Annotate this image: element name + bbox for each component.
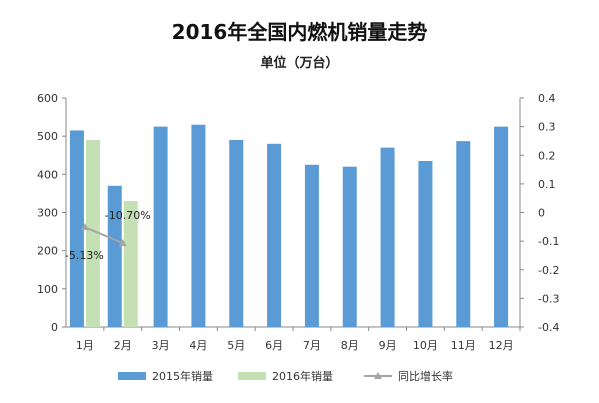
left-tick-label: 0 <box>51 321 58 334</box>
bar-2016 <box>123 201 138 327</box>
x-tick-label: 1月 <box>76 339 94 352</box>
growth-rate-label: -10.70% <box>105 209 151 222</box>
bar-2015 <box>494 126 509 327</box>
right-tick-label: 0 <box>538 207 545 220</box>
bar-2016 <box>85 139 100 327</box>
left-tick-label: 400 <box>37 168 58 181</box>
bar-2015 <box>456 141 471 327</box>
x-tick-label: 4月 <box>189 339 207 352</box>
bar-2015 <box>229 139 244 327</box>
left-tick-label: 500 <box>37 130 58 143</box>
x-tick-label: 9月 <box>379 339 397 352</box>
x-tick-label: 2月 <box>114 339 132 352</box>
legend-label-2015: 2015年销量 <box>152 369 213 383</box>
growth-rate-label: -5.13% <box>65 249 104 262</box>
x-tick-label: 11月 <box>451 339 476 352</box>
chart-subtitle: 单位（万台） <box>260 56 339 71</box>
x-tick-label: 12月 <box>489 339 514 352</box>
right-tick-label: -0.2 <box>538 264 559 277</box>
x-tick-label: 8月 <box>341 339 359 352</box>
legend-swatch-growth-marker <box>374 372 382 379</box>
growth-rate-line <box>84 226 124 245</box>
growth-rate-marker <box>118 239 127 247</box>
right-tick-label: 0.3 <box>538 121 556 134</box>
x-tick-label: 7月 <box>303 339 321 352</box>
growth-rate-marker <box>80 223 89 231</box>
bar-2015 <box>380 147 395 327</box>
right-tick-label: -0.4 <box>538 321 559 334</box>
right-tick-label: -0.3 <box>538 292 559 305</box>
legend-label-2016: 2016年销量 <box>272 369 333 383</box>
right-tick-label: 0.4 <box>538 92 556 105</box>
bar-2015 <box>304 164 319 327</box>
left-tick-label: 200 <box>37 245 58 258</box>
left-tick-label: 300 <box>37 207 58 220</box>
legend-swatch-2015 <box>118 372 146 380</box>
legend-label-growth: 同比增长率 <box>398 369 453 383</box>
x-tick-label: 6月 <box>265 339 283 352</box>
bar-2015 <box>418 160 433 327</box>
right-tick-label: 0.2 <box>538 149 556 162</box>
bar-2015 <box>342 166 357 327</box>
bar-2015 <box>267 143 282 327</box>
bar-2015 <box>191 124 206 327</box>
x-tick-label: 10月 <box>413 339 438 352</box>
right-tick-label: 0.1 <box>538 178 556 191</box>
bar-2015 <box>153 126 168 327</box>
legend-swatch-2016 <box>238 372 266 380</box>
x-tick-label: 3月 <box>152 339 170 352</box>
bar-2015 <box>107 185 122 327</box>
right-tick-label: -0.1 <box>538 235 559 248</box>
left-tick-label: 600 <box>37 92 58 105</box>
x-tick-label: 5月 <box>227 339 245 352</box>
bar-2015 <box>69 130 84 327</box>
left-tick-label: 100 <box>37 283 58 296</box>
chart-title: 2016年全国内燃机销量走势 <box>171 20 428 44</box>
